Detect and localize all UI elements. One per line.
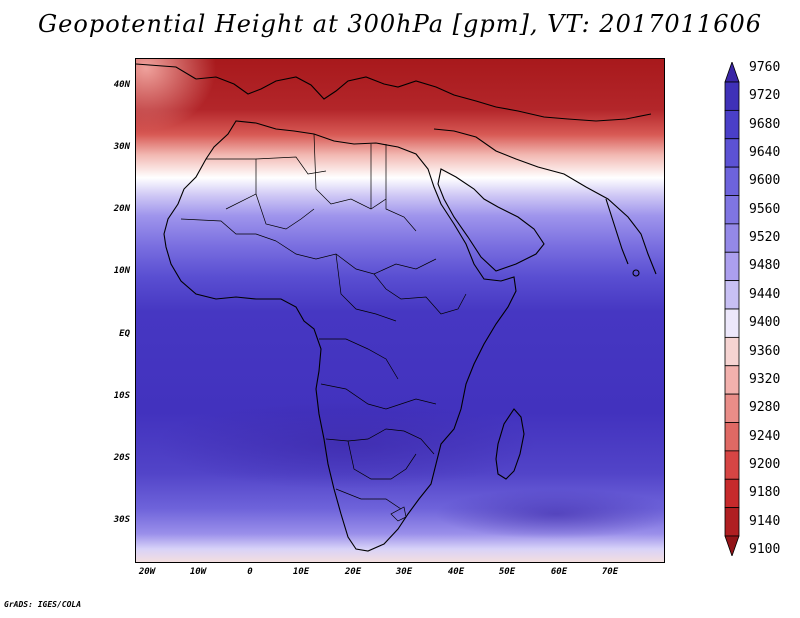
- y-tick-label: 30N: [113, 142, 130, 152]
- colorbar-label: 9760: [749, 59, 781, 75]
- colorbar-segment: [724, 507, 740, 537]
- x-tick-label: 50E: [498, 567, 516, 577]
- colorbar-label: 9200: [749, 457, 781, 473]
- y-tick-label: 40N: [113, 80, 130, 90]
- colorbar-label: 9100: [749, 542, 781, 558]
- colorbar-label: 9140: [749, 513, 781, 529]
- colorbar-label: 9240: [749, 428, 781, 444]
- colorbar-label: 9720: [749, 88, 781, 104]
- colorbar-label: 9400: [749, 315, 781, 331]
- x-tick-label: 20W: [138, 567, 156, 577]
- country-borders: [180, 133, 467, 522]
- colorbar-segment: [724, 138, 740, 168]
- colorbar-bottom-arrow: [724, 535, 740, 556]
- colorbar-segment: [724, 166, 740, 196]
- colorbar-label: 9640: [749, 144, 781, 160]
- colorbar-segment: [724, 280, 740, 310]
- colorbar-label: 9480: [749, 258, 781, 274]
- colorbar-segment: [724, 393, 740, 423]
- x-tick-label: 30E: [395, 567, 413, 577]
- colorbar-label: 9600: [749, 173, 781, 189]
- y-tick-label: 30S: [113, 515, 130, 525]
- colorbar-segment: [724, 195, 740, 225]
- x-tick-label: 40E: [447, 567, 465, 577]
- colorbar-label: 9320: [749, 371, 781, 387]
- coastline: [136, 63, 657, 552]
- y-tick-label: 10N: [113, 266, 130, 276]
- colorbar-label: 9280: [749, 400, 781, 416]
- colorbar-label: 9560: [749, 201, 781, 217]
- y-tick-label: 10S: [113, 391, 130, 401]
- colorbar-label: 9680: [749, 116, 781, 132]
- colorbar-segment: [724, 251, 740, 282]
- geopotential-field: [136, 59, 664, 562]
- y-tick-label: EQ: [119, 329, 130, 339]
- colorbar-segment: [724, 109, 740, 140]
- x-tick-label: 60E: [550, 567, 568, 577]
- colorbar-segment: [724, 422, 740, 452]
- x-tick-label: 10W: [189, 567, 207, 577]
- y-tick-label: 20S: [113, 453, 130, 463]
- colorbar-label: 9180: [749, 485, 781, 501]
- credit-label: GrADS: IGES/COLA: [4, 600, 82, 609]
- colorbar-segment: [724, 450, 740, 480]
- map-title: Geopotential Height at 300hPa [gpm], VT:…: [38, 10, 762, 38]
- colorbar-top-arrow: [724, 62, 740, 83]
- x-tick-label: 0: [247, 567, 253, 577]
- colorbar-segment: [724, 223, 740, 253]
- colorbar-segment: [724, 365, 740, 395]
- colorbar-segment: [724, 81, 740, 111]
- colorbar-label: 9360: [749, 343, 781, 359]
- colorbar: [724, 62, 740, 556]
- colorbar-segment: [724, 336, 740, 367]
- colorbar-segment: [724, 308, 740, 338]
- y-tick-label: 20N: [113, 204, 130, 214]
- x-tick-label: 20E: [344, 567, 362, 577]
- colorbar-segment: [724, 478, 740, 509]
- x-tick-label: 10E: [292, 567, 310, 577]
- colorbar-label: 9440: [749, 286, 781, 302]
- x-tick-label: 70E: [601, 567, 619, 577]
- colorbar-label: 9520: [749, 230, 781, 246]
- map-panel: [135, 58, 665, 563]
